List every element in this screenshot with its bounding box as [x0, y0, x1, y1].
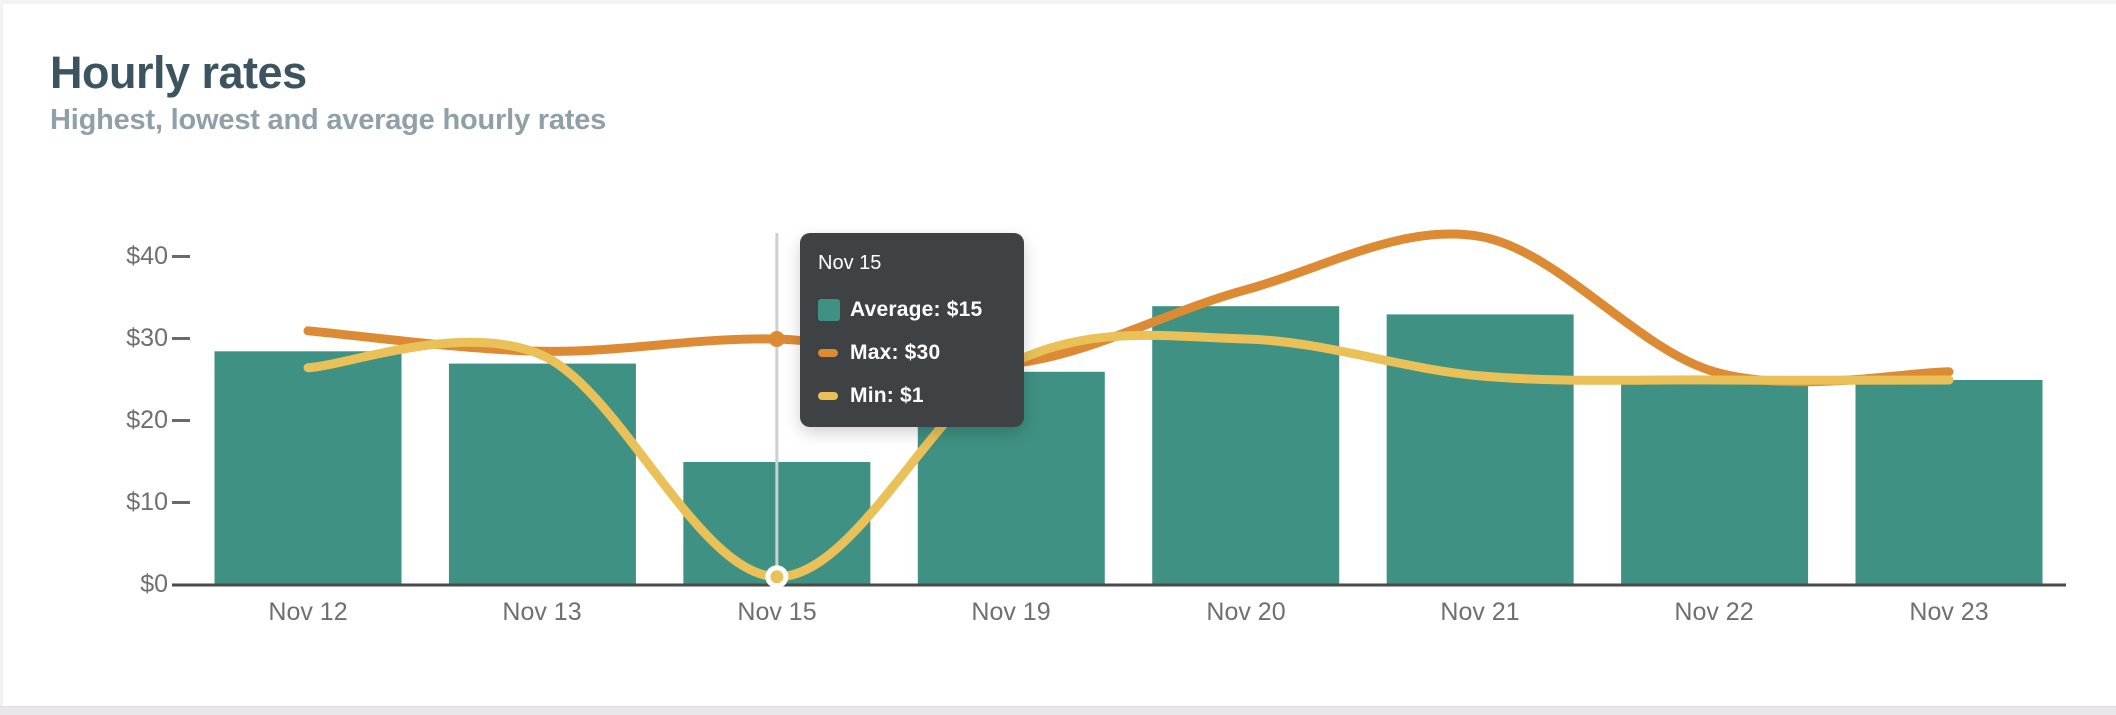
average-bar-nov-13[interactable]: [448, 363, 636, 585]
x-tick-label-nov-23: Nov 23: [1909, 598, 1989, 626]
max-line: [303, 229, 1954, 387]
x-tick-label-nov-12: Nov 12: [268, 598, 348, 626]
tooltip-row-min: Min: $1: [818, 381, 1006, 411]
average-series-swatch-icon: [818, 299, 840, 321]
y-tick-label-30: $30: [126, 324, 168, 352]
page-subtitle: Highest, lowest and average hourly rates: [50, 104, 607, 136]
average-bar-nov-20[interactable]: [1152, 306, 1340, 585]
tooltip-max-value: Max: $30: [850, 341, 941, 364]
tooltip-row-max: Max: $30: [818, 338, 1006, 368]
max-series-swatch-icon: [818, 342, 840, 364]
tooltip-legend-rows: Average: $15 Max: $30 Min: $1: [818, 295, 1006, 411]
x-tick-label-nov-21: Nov 21: [1440, 598, 1520, 626]
x-tick-label-nov-20: Nov 20: [1206, 598, 1286, 626]
page-top-edge: [0, 0, 2116, 4]
chart-tooltip: Nov 15 Average: $15 Max: $30 Min: $1: [800, 233, 1024, 427]
y-tick-label-20: $20: [126, 406, 168, 434]
y-tick-mark-30: [172, 337, 190, 340]
min-line: [303, 330, 1954, 582]
tooltip-row-average: Average: $15: [818, 295, 1006, 325]
tooltip-date-title: Nov 15: [818, 252, 882, 274]
page-left-edge: [0, 0, 3, 714]
average-bar-nov-12[interactable]: [214, 351, 402, 585]
page-bottom-strip: [0, 706, 2116, 715]
min-point-highlight[interactable]: [770, 570, 784, 584]
y-tick-mark-10: [172, 501, 190, 504]
min-series-swatch-icon: [818, 385, 840, 407]
y-tick-mark-20: [172, 419, 190, 422]
x-tick-label-nov-19: Nov 19: [971, 598, 1051, 626]
average-bar-nov-22[interactable]: [1621, 384, 1809, 585]
x-tick-label-nov-22: Nov 22: [1674, 598, 1754, 626]
chart-header: Hourly rates Highest, lowest and average…: [50, 47, 607, 137]
y-tick-label-0: $0: [140, 570, 168, 598]
page-title: Hourly rates: [50, 47, 307, 98]
y-tick-label-10: $10: [126, 488, 168, 516]
x-tick-label-nov-15: Nov 15: [737, 598, 817, 626]
average-bar-nov-21[interactable]: [1386, 314, 1574, 585]
average-bar-nov-23[interactable]: [1855, 380, 2043, 585]
tooltip-average-value: Average: $15: [850, 298, 983, 321]
y-tick-mark-40: [172, 255, 190, 258]
tooltip-min-value: Min: $1: [850, 384, 924, 407]
y-tick-label-40: $40: [126, 242, 168, 270]
x-tick-label-nov-13: Nov 13: [502, 598, 582, 626]
max-point-highlight[interactable]: [768, 331, 785, 347]
